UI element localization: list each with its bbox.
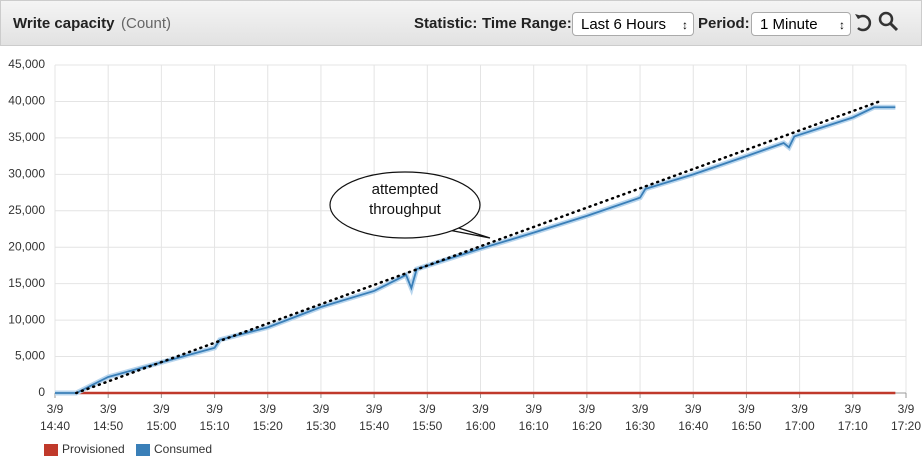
y-tick-label: 20,000 — [8, 239, 45, 253]
title: Write capacity — [13, 15, 115, 32]
legend-swatch — [136, 444, 150, 456]
period-select[interactable]: 1 Minute — [751, 12, 851, 37]
x-tick-label: 3/9 17:20 — [890, 402, 922, 433]
unit: (Count) — [121, 15, 172, 32]
y-tick-label: 10,000 — [8, 312, 45, 326]
x-tick-label: 3/9 16:20 — [571, 402, 602, 433]
x-tick-label: 3/9 16:00 — [465, 402, 496, 433]
x-tick-label: 3/9 14:50 — [93, 402, 124, 433]
x-tick-label: 3/9 17:00 — [784, 402, 815, 433]
y-tick-label: 5,000 — [15, 349, 45, 363]
statistic-label: Statistic: — [414, 15, 478, 32]
period-label: Period: — [698, 15, 750, 32]
x-tick-label: 3/9 15:00 — [146, 402, 177, 433]
y-tick-label: 45,000 — [8, 57, 45, 71]
y-tick-label: 25,000 — [8, 203, 45, 217]
x-tick-label: 3/9 17:10 — [837, 402, 868, 433]
series-line — [55, 106, 896, 394]
y-tick-label: 30,000 — [8, 167, 45, 181]
x-tick-label: 3/9 16:40 — [678, 402, 709, 433]
legend-label: Consumed — [154, 442, 213, 456]
y-tick-label: 40,000 — [8, 94, 45, 108]
y-tick-label: 0 — [38, 385, 45, 399]
trend-line — [75, 100, 881, 395]
y-tick-label: 35,000 — [8, 130, 45, 144]
x-tick-label: 3/9 16:30 — [625, 402, 656, 433]
refresh-icon[interactable] — [855, 14, 872, 32]
header: Write capacity (Count) Statistic: Time R… — [0, 0, 922, 46]
annotation: attempted throughput — [369, 181, 441, 218]
x-tick-label: 3/9 16:10 — [518, 402, 549, 433]
x-tick-label: 3/9 15:20 — [252, 402, 283, 433]
x-tick-label: 3/9 14:40 — [39, 402, 71, 433]
y-tick-label: 15,000 — [8, 276, 45, 290]
legend-swatch — [44, 444, 58, 456]
x-tick-label: 3/9 15:10 — [199, 402, 230, 433]
bubble — [329, 171, 481, 239]
legend-label: Provisioned — [62, 442, 125, 456]
x-tick-label: 3/9 15:50 — [412, 402, 443, 433]
time-range-select[interactable]: Last 6 Hours — [572, 12, 694, 37]
time-range-label: Time Range: — [482, 15, 572, 32]
x-tick-label: 3/9 15:30 — [305, 402, 336, 433]
x-tick-label: 3/9 15:40 — [359, 402, 390, 433]
x-tick-label: 3/9 16:50 — [731, 402, 762, 433]
zoom-icon[interactable] — [878, 11, 899, 32]
